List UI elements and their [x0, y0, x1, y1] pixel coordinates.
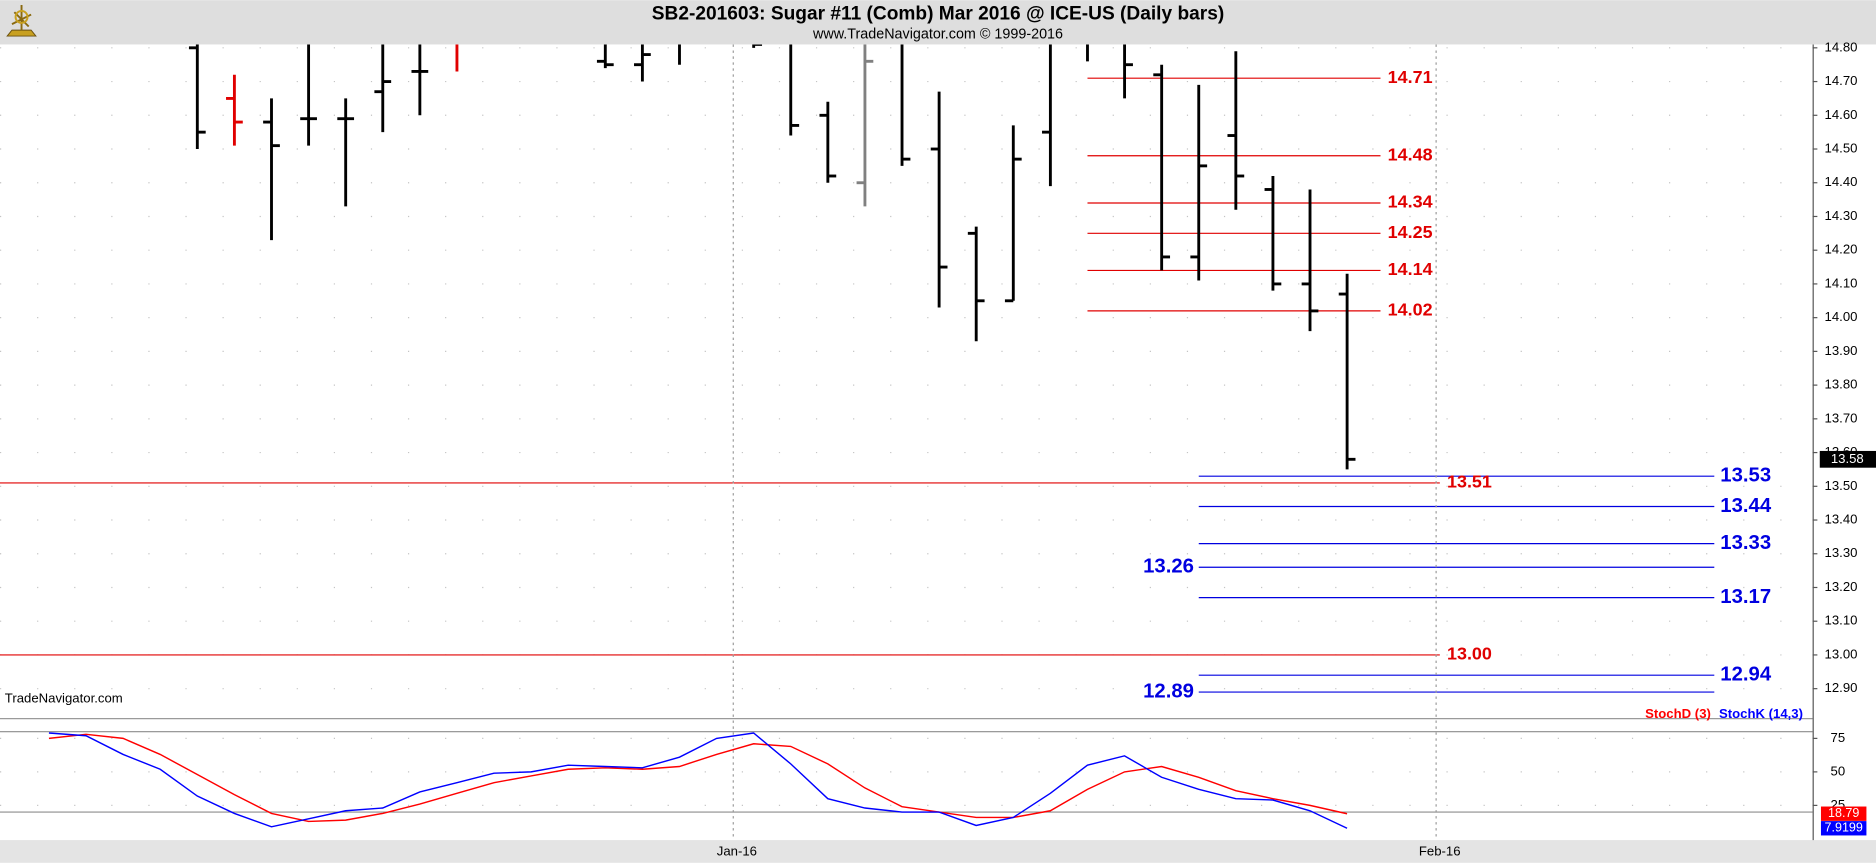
y-tick-label: 14.20 — [1825, 242, 1858, 257]
level-label: 13.53 — [1720, 465, 1771, 487]
y-tick-label: 13.30 — [1825, 545, 1858, 560]
y-tick-label: 14.10 — [1825, 275, 1858, 290]
level-label: 13.26 — [1143, 556, 1194, 578]
y-tick-label: 13.00 — [1825, 646, 1858, 661]
y-tick-label: 14.00 — [1825, 309, 1858, 324]
level-label: 14.48 — [1388, 144, 1433, 164]
level-label: 14.34 — [1388, 192, 1433, 212]
watermark: TradeNavigator.com — [5, 690, 123, 705]
y-tick-label: 14.70 — [1825, 73, 1858, 88]
level-label: 13.00 — [1447, 644, 1492, 664]
last-value-label: 18.79 — [1828, 806, 1859, 820]
stoch-plot — [0, 731, 1813, 829]
y-tick-label: 13.80 — [1825, 377, 1858, 392]
y-tick-label: 14.30 — [1825, 208, 1858, 223]
chart-title: SB2-201603: Sugar #11 (Comb) Mar 2016 @ … — [652, 4, 1224, 25]
last-value-box — [1820, 806, 1867, 821]
level-label: 12.94 — [1720, 664, 1772, 686]
price-plot — [0, 44, 1813, 693]
level-label: 12.89 — [1143, 680, 1194, 702]
y-tick-label: 14.80 — [1825, 39, 1858, 54]
legend-entry: StochD (3) — [1645, 706, 1711, 721]
legend-entry: StochK (14,3) — [1719, 706, 1803, 721]
logo — [6, 4, 37, 37]
y-tick-label: 12.90 — [1825, 680, 1858, 695]
last-value-label: 7.9199 — [1825, 821, 1863, 835]
y-tick-label: 13.20 — [1825, 579, 1858, 594]
level-label: 13.51 — [1447, 472, 1492, 492]
stoch-line — [48, 732, 1348, 829]
y-tick-label: 14.50 — [1825, 140, 1858, 155]
y-tick-label: 14.40 — [1825, 174, 1858, 189]
chart-subtitle: www.TradeNavigator.com © 1999-2016 — [812, 27, 1063, 43]
level-label: 13.44 — [1720, 495, 1772, 517]
level-label: 14.02 — [1388, 300, 1433, 320]
level-label: 14.14 — [1388, 259, 1433, 279]
y-tick-label: 13.50 — [1825, 478, 1858, 493]
last-price-box — [1819, 450, 1876, 468]
y-tick-label: 13.10 — [1825, 613, 1858, 628]
date-band — [0, 840, 1876, 863]
level-label: 14.25 — [1388, 222, 1433, 242]
axes: 12.9013.0013.1013.2013.3013.4013.5013.60… — [717, 39, 1876, 859]
level-label: 14.71 — [1388, 67, 1433, 87]
y-tick-label: 13.90 — [1825, 343, 1858, 358]
last-value-box — [1820, 821, 1867, 836]
level-label: 13.33 — [1720, 532, 1771, 554]
y-tick-label: 13.70 — [1825, 410, 1858, 425]
level-label: 13.17 — [1720, 586, 1771, 608]
y-tick-label: 75 — [1831, 730, 1846, 745]
y-tick-label: 50 — [1831, 763, 1846, 778]
last-price-label: 13.58 — [1831, 451, 1864, 466]
x-tick-label: Feb-16 — [1419, 844, 1461, 859]
header-band — [0, 0, 1876, 45]
y-tick-label: 14.60 — [1825, 107, 1858, 122]
y-tick-label: 13.40 — [1825, 511, 1858, 526]
stoch-line — [48, 733, 1348, 823]
x-tick-label: Jan-16 — [717, 844, 757, 859]
